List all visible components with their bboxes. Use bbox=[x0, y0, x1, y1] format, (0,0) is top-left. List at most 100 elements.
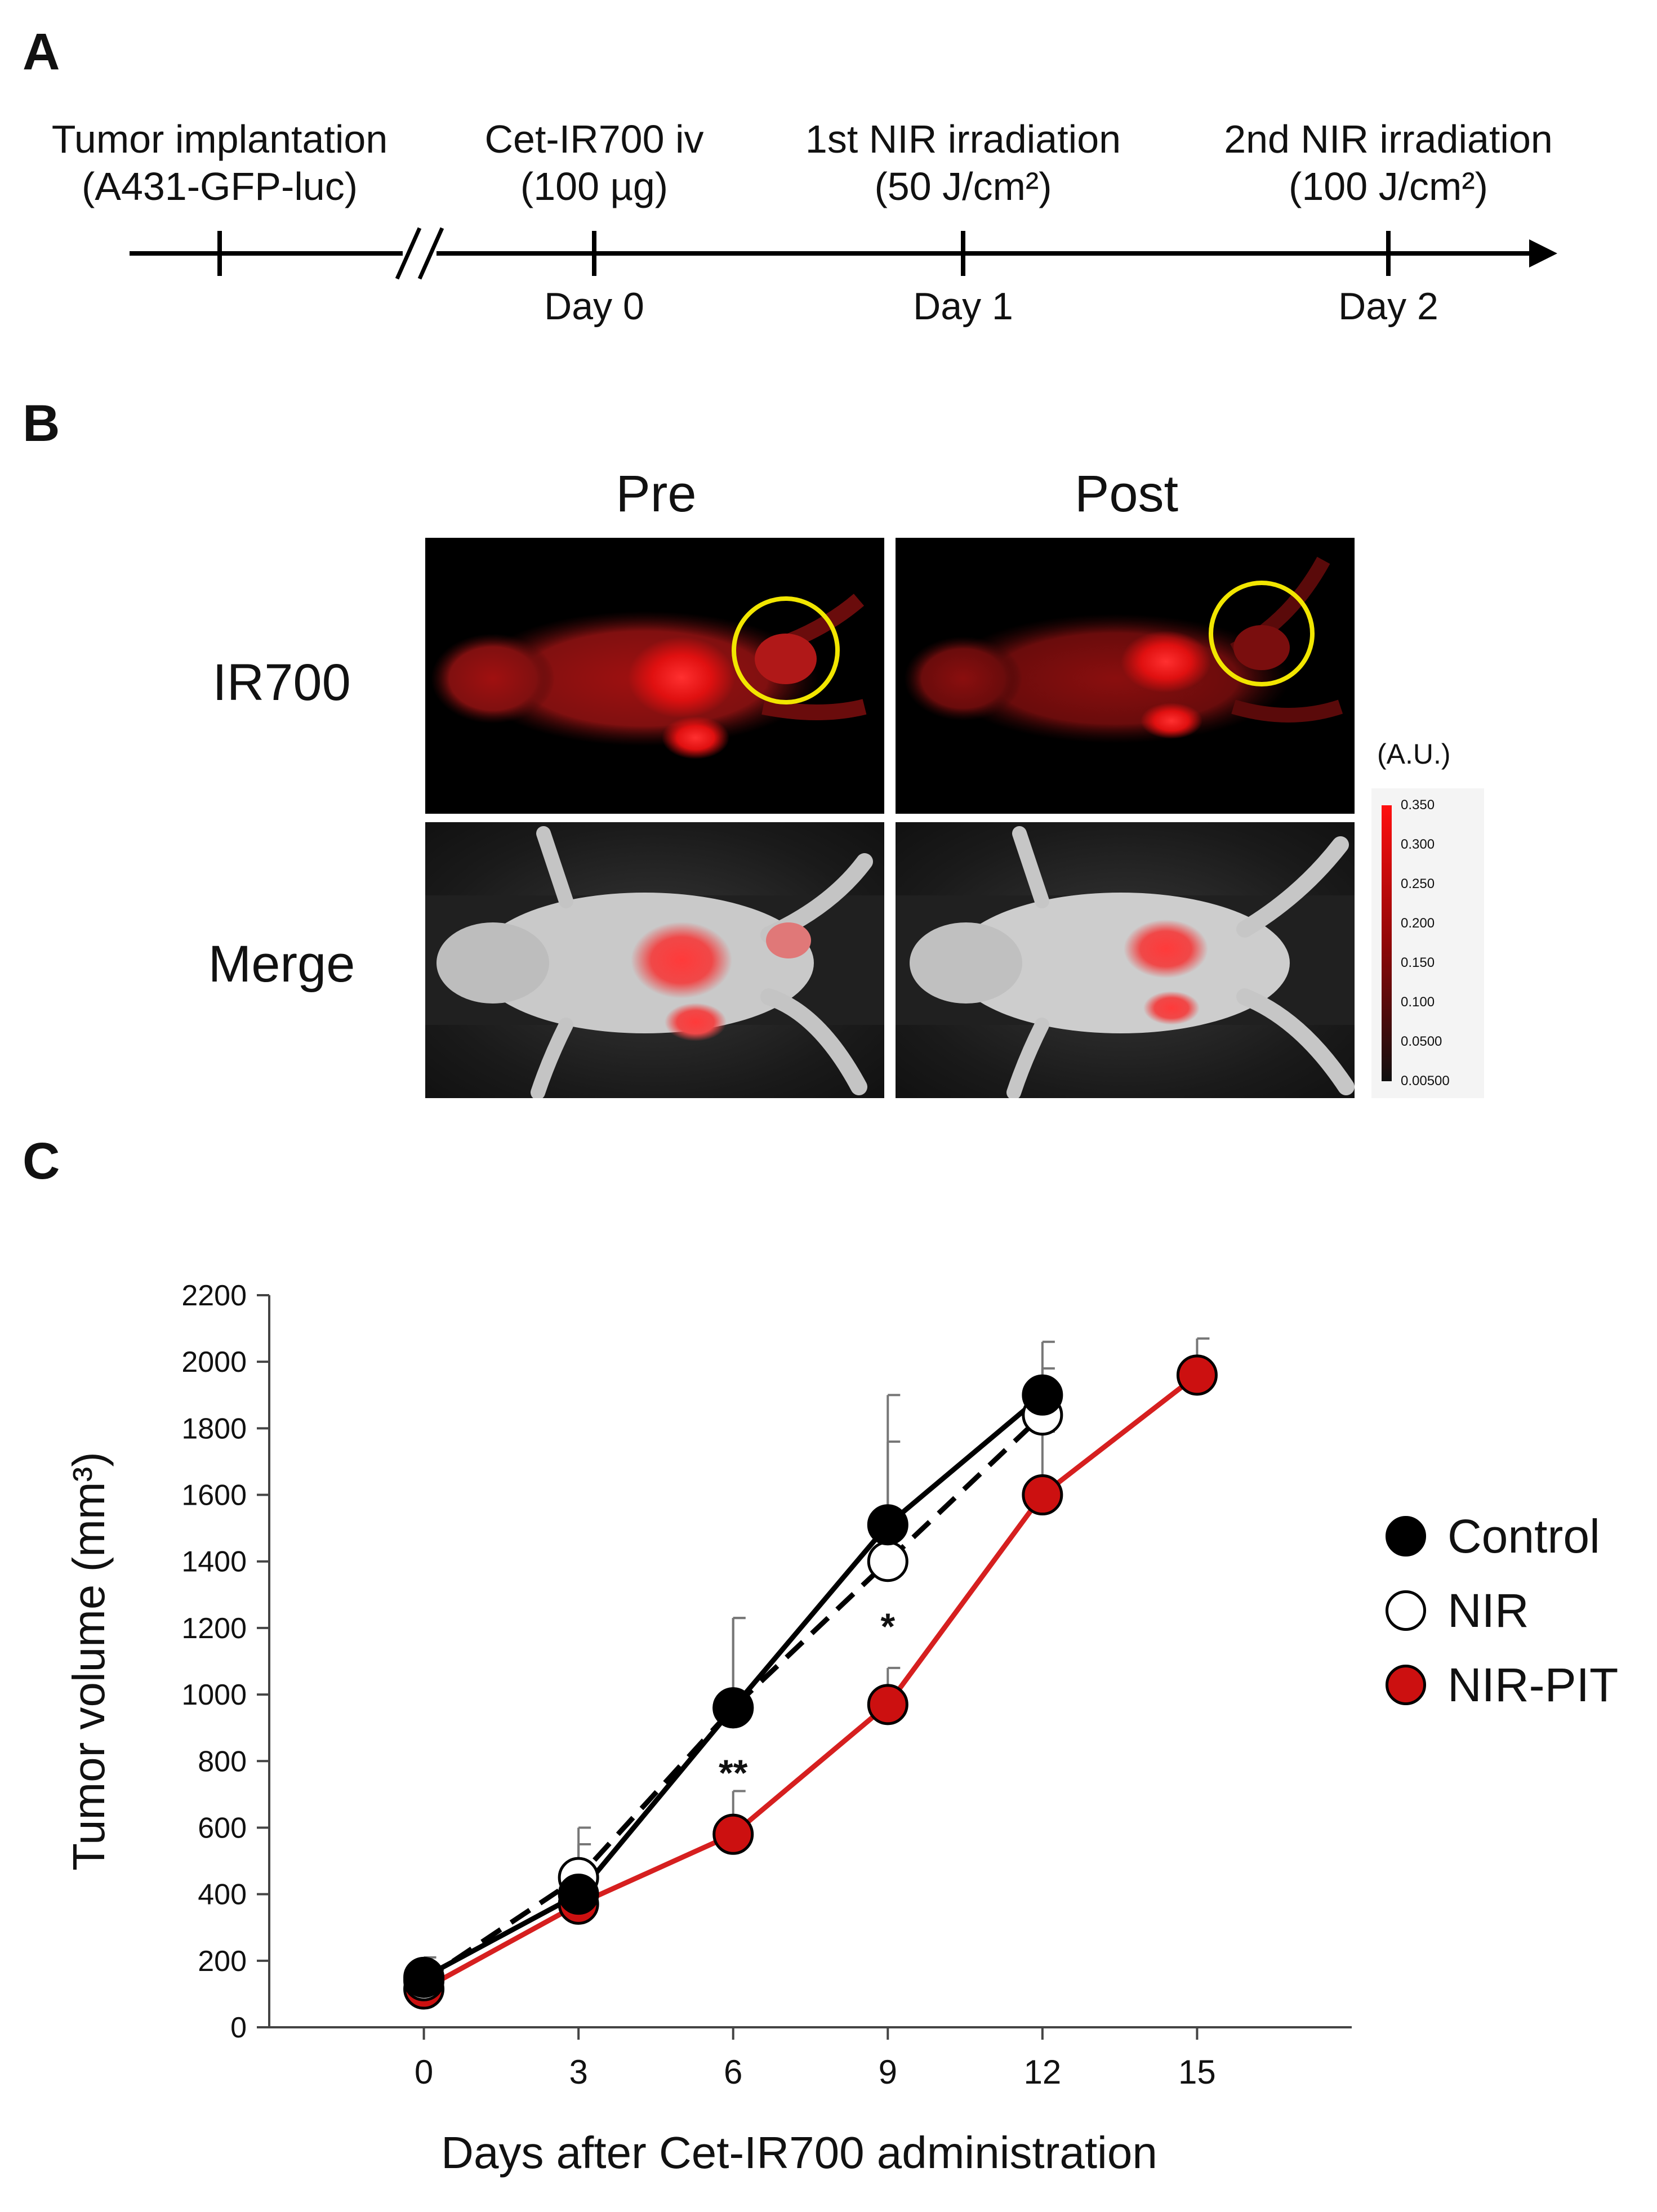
scale-tick: 0.200 bbox=[1401, 916, 1435, 931]
scale-tick: 0.150 bbox=[1401, 955, 1435, 970]
data-point-nir-pit bbox=[1176, 1354, 1218, 1396]
y-tick-label: 600 bbox=[198, 1812, 247, 1844]
organ-signal bbox=[1143, 991, 1200, 1025]
mouse-limb-grayscale bbox=[536, 826, 573, 908]
mouse-body-grayscale bbox=[952, 893, 1290, 1033]
scale-tick: 0.100 bbox=[1401, 994, 1435, 1010]
timeline-event-title: 2nd NIR irradiation bbox=[1224, 117, 1553, 161]
mouse-head-signal bbox=[431, 634, 555, 724]
scale-tick: 0.0500 bbox=[1401, 1034, 1442, 1049]
data-point-control bbox=[867, 1504, 908, 1546]
timeline-day-2: Day 2 bbox=[1338, 285, 1438, 328]
tumor-signal bbox=[766, 922, 811, 958]
tumor-volume-chart: 0 200 400 600 800 1000 1200 1400 1600 1800 2000 220… bbox=[64, 1279, 1352, 2178]
timeline-event-title: Tumor implantation bbox=[51, 117, 388, 161]
timeline-event-detail: (50 J/cm²) bbox=[874, 164, 1052, 208]
y-tick-label: 400 bbox=[198, 1879, 247, 1911]
mouse-limb-signal bbox=[761, 699, 867, 720]
mouse-limb-signal bbox=[1231, 699, 1343, 723]
legend-label: NIR bbox=[1447, 1584, 1529, 1637]
mouse-limb-grayscale bbox=[531, 1018, 573, 1098]
merge-pre-image bbox=[425, 822, 884, 1098]
legend-marker-control bbox=[1386, 1516, 1426, 1557]
data-point-control bbox=[403, 1956, 445, 1998]
mouse-limb-grayscale bbox=[1236, 836, 1349, 938]
y-tick-label: 1600 bbox=[181, 1479, 247, 1512]
color-scale-gradient bbox=[1382, 805, 1392, 1081]
scale-tick: 0.300 bbox=[1401, 837, 1435, 852]
tumor-signal bbox=[1233, 625, 1290, 670]
timeline-event-title: Cet-IR700 iv bbox=[484, 117, 704, 161]
data-point-control bbox=[558, 1874, 599, 1915]
significance-marker: ** bbox=[719, 1752, 748, 1794]
column-header-pre: Pre bbox=[616, 465, 697, 523]
data-point-nir bbox=[867, 1541, 908, 1582]
x-tick-label: 9 bbox=[879, 2053, 897, 2091]
legend-label: Control bbox=[1447, 1510, 1600, 1563]
data-point-nir-pit bbox=[867, 1684, 908, 1725]
timeline-event-detail: (100 µg) bbox=[520, 164, 669, 208]
timeline-axis bbox=[130, 227, 1557, 280]
mouse-limb-grayscale bbox=[760, 988, 867, 1095]
data-point-control bbox=[712, 1687, 754, 1729]
timeline-day-1: Day 1 bbox=[913, 285, 1013, 328]
x-tick-label: 0 bbox=[415, 2053, 433, 2091]
organ-signal bbox=[1141, 703, 1202, 739]
mouse-head-grayscale bbox=[436, 922, 549, 1004]
color-scale-bar: 0.350 0.300 0.250 0.200 0.150 0.100 0.05… bbox=[1371, 788, 1484, 1098]
y-axis-title: Tumor volume (mm³) bbox=[64, 1452, 114, 1871]
y-tick-label: 1800 bbox=[181, 1412, 247, 1445]
legend-marker-nir-pit bbox=[1386, 1665, 1426, 1705]
ir700-pre-image bbox=[425, 538, 884, 814]
organ-signal bbox=[1121, 631, 1211, 693]
scale-unit-label: (A.U.) bbox=[1377, 738, 1451, 770]
data-point-nir-pit bbox=[1022, 1474, 1063, 1516]
significance-marker: * bbox=[880, 1606, 895, 1647]
y-tick-label: 1400 bbox=[181, 1546, 247, 1578]
legend-label: NIR-PIT bbox=[1447, 1658, 1619, 1711]
tumor-roi-circle bbox=[1209, 581, 1315, 686]
y-tick-label: 2000 bbox=[181, 1346, 247, 1379]
organ-signal bbox=[628, 637, 735, 718]
organ-signal bbox=[665, 1003, 727, 1041]
scale-tick: 0.00500 bbox=[1401, 1073, 1450, 1089]
mouse-limb-grayscale bbox=[1012, 826, 1049, 908]
tumor-roi-circle bbox=[732, 596, 840, 704]
x-tick-label: 12 bbox=[1023, 2053, 1061, 2091]
series-line-nir bbox=[422, 1413, 1044, 1983]
timeline-event-detail: (100 J/cm²) bbox=[1289, 164, 1488, 208]
timeline-event-title: 1st NIR irradiation bbox=[805, 117, 1121, 161]
panel-label-b: B bbox=[23, 395, 60, 452]
x-tick-label: 3 bbox=[569, 2053, 587, 2091]
scale-tick: 0.250 bbox=[1401, 876, 1435, 891]
mouse-limb-grayscale bbox=[1006, 1018, 1049, 1098]
legend-marker-nir bbox=[1386, 1590, 1426, 1631]
scale-tick: 0.350 bbox=[1401, 797, 1435, 813]
data-point-nir-pit bbox=[712, 1813, 754, 1855]
y-tick-label: 800 bbox=[198, 1745, 247, 1778]
timeline-event-detail: (A431-GFP-luc) bbox=[81, 164, 358, 208]
mouse-head-grayscale bbox=[910, 922, 1022, 1004]
y-tick-label: 2200 bbox=[181, 1279, 247, 1312]
series-line-nir-pit bbox=[422, 1373, 1199, 1991]
y-tick-label: 200 bbox=[198, 1945, 247, 1978]
data-point-control bbox=[1022, 1374, 1063, 1416]
row-header-ir700: IR700 bbox=[212, 654, 351, 711]
y-tick-label: 0 bbox=[230, 2012, 247, 2044]
x-tick-label: 6 bbox=[724, 2053, 742, 2091]
mouse-limb-grayscale bbox=[1236, 988, 1355, 1095]
y-tick-label: 1200 bbox=[181, 1612, 247, 1645]
column-header-post: Post bbox=[1074, 465, 1179, 523]
panel-label-a: A bbox=[23, 23, 60, 81]
y-tick-label: 1000 bbox=[181, 1679, 247, 1711]
row-header-merge: Merge bbox=[208, 935, 355, 993]
organ-signal bbox=[631, 922, 732, 998]
x-axis-title: Days after Cet-IR700 administration bbox=[441, 2128, 1157, 2178]
timeline-day-0: Day 0 bbox=[544, 285, 644, 328]
merge-post-image bbox=[896, 822, 1355, 1098]
ir700-post-image bbox=[896, 538, 1355, 814]
chart-legend: Control NIR NIR-PIT bbox=[1386, 1509, 1650, 1746]
organ-signal bbox=[662, 716, 729, 759]
panel-label-c: C bbox=[23, 1132, 60, 1190]
mouse-head-signal bbox=[904, 636, 1022, 721]
